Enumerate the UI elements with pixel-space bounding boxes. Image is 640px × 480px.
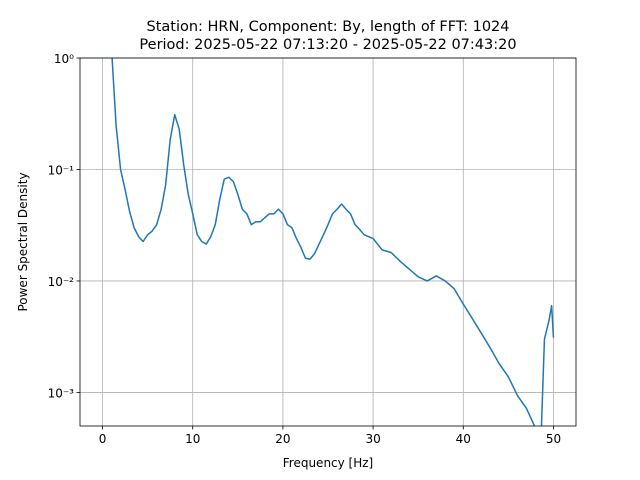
y-tick-label: 10⁻¹ (48, 163, 75, 177)
x-tick-label: 40 (456, 432, 471, 446)
data-line (111, 58, 555, 426)
chart-title: Station: HRN, Component: By, length of F… (146, 19, 509, 35)
y-tick-label: 10⁻³ (48, 386, 75, 400)
x-tick-label: 10 (185, 432, 200, 446)
y-axis-label: Power Spectral Density (16, 172, 30, 311)
x-tick-label: 30 (365, 432, 380, 446)
x-tick-label: 0 (99, 432, 107, 446)
chart-subtitle: Period: 2025-05-22 07:13:20 - 2025-05-22… (139, 37, 516, 53)
x-axis-label: Frequency [Hz] (283, 456, 374, 470)
axes-frame (79, 57, 577, 427)
y-tick-label: 10⁰ (54, 52, 74, 66)
x-tick-label: 50 (546, 432, 561, 446)
plot-area (111, 58, 555, 426)
y-tick-label: 10⁻² (48, 275, 75, 289)
x-tick-label: 20 (275, 432, 290, 446)
